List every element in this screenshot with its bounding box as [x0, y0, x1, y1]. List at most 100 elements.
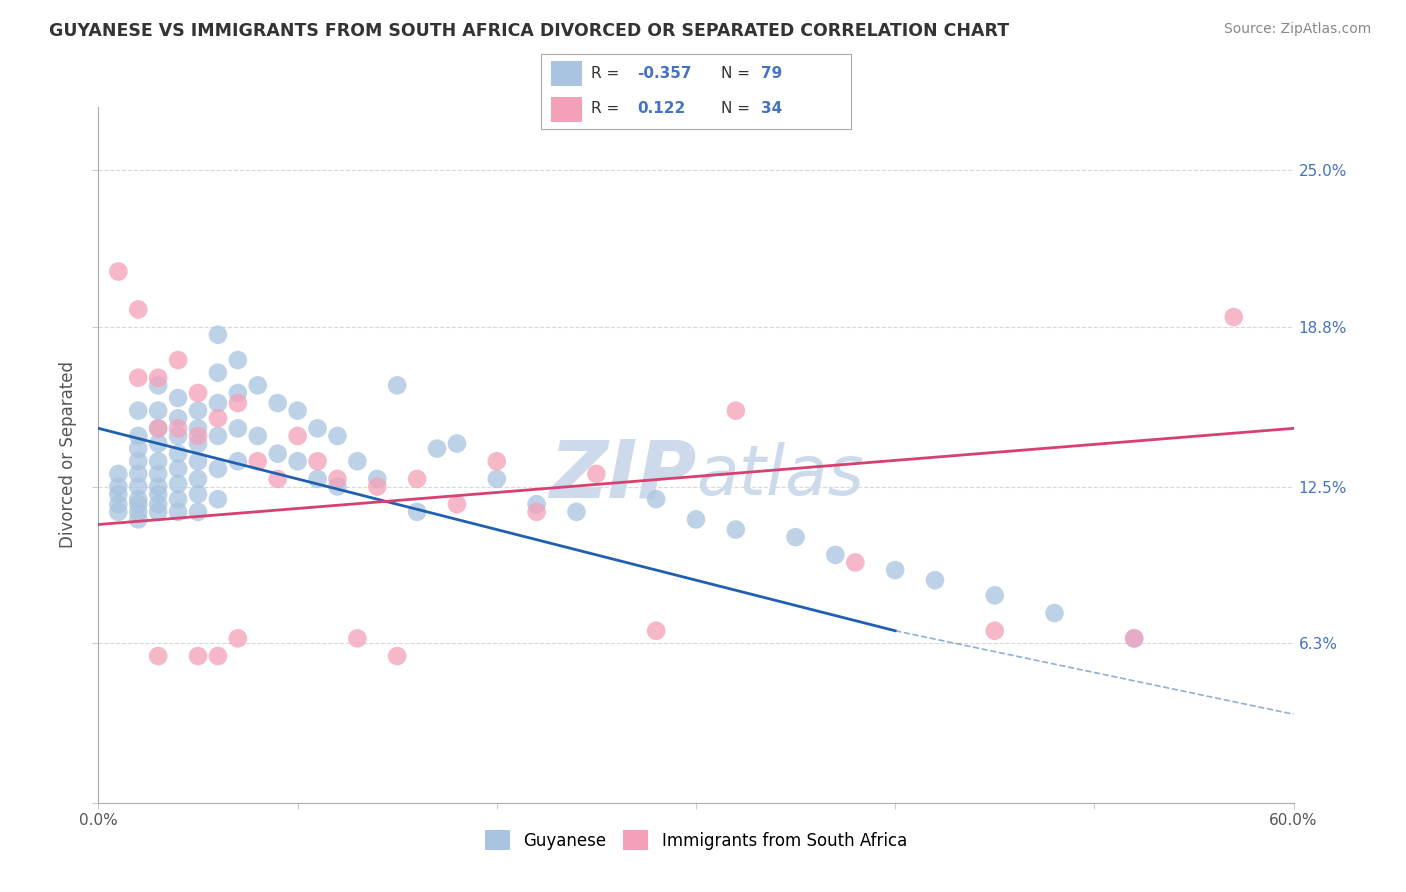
Point — [645, 624, 668, 638]
Point — [326, 429, 349, 443]
Bar — [551, 62, 582, 87]
Text: GUYANESE VS IMMIGRANTS FROM SOUTH AFRICA DIVORCED OR SEPARATED CORRELATION CHART: GUYANESE VS IMMIGRANTS FROM SOUTH AFRICA… — [49, 22, 1010, 40]
Point — [187, 429, 209, 443]
Point — [585, 467, 607, 481]
Point — [406, 472, 429, 486]
Point — [526, 497, 548, 511]
Point — [187, 487, 209, 501]
Point — [187, 472, 209, 486]
Point — [187, 436, 209, 450]
Text: R =: R = — [591, 102, 619, 116]
Point — [148, 421, 170, 435]
Point — [685, 512, 707, 526]
Point — [148, 648, 170, 663]
Point — [1043, 606, 1066, 620]
Point — [148, 479, 170, 493]
Point — [924, 573, 946, 587]
Point — [107, 497, 129, 511]
Point — [127, 370, 149, 384]
Point — [127, 454, 149, 468]
Text: 79: 79 — [761, 66, 782, 81]
Point — [148, 487, 170, 501]
Point — [366, 472, 388, 486]
Point — [485, 472, 508, 486]
Point — [226, 632, 249, 646]
Text: R =: R = — [591, 66, 619, 81]
Point — [107, 467, 129, 481]
Point — [287, 403, 309, 417]
Point — [107, 487, 129, 501]
Point — [984, 588, 1007, 602]
Point — [844, 556, 866, 570]
Y-axis label: Divorced or Separated: Divorced or Separated — [59, 361, 77, 549]
Point — [207, 411, 229, 425]
Point — [167, 492, 190, 507]
Point — [326, 479, 349, 493]
Text: atlas: atlas — [696, 442, 863, 509]
Point — [1223, 310, 1246, 324]
Point — [267, 447, 290, 461]
Point — [485, 454, 508, 468]
Point — [107, 264, 129, 278]
Bar — [551, 96, 582, 122]
Point — [127, 429, 149, 443]
Point — [385, 378, 409, 392]
Text: N =: N = — [721, 66, 749, 81]
Point — [187, 505, 209, 519]
Point — [246, 454, 269, 468]
Point — [226, 386, 249, 401]
Point — [148, 467, 170, 481]
Point — [148, 421, 170, 435]
Legend: Guyanese, Immigrants from South Africa: Guyanese, Immigrants from South Africa — [478, 823, 914, 857]
Point — [148, 497, 170, 511]
Point — [1123, 632, 1146, 646]
Point — [167, 505, 190, 519]
Point — [426, 442, 449, 456]
Point — [148, 403, 170, 417]
Text: 0.122: 0.122 — [637, 102, 686, 116]
Point — [127, 479, 149, 493]
Point — [107, 505, 129, 519]
Point — [187, 386, 209, 401]
Point — [326, 472, 349, 486]
Point — [366, 479, 388, 493]
Point — [187, 648, 209, 663]
Point — [167, 391, 190, 405]
Point — [226, 396, 249, 410]
Point — [167, 447, 190, 461]
Point — [565, 505, 588, 519]
Point — [246, 378, 269, 392]
Point — [127, 467, 149, 481]
Point — [127, 403, 149, 417]
Point — [267, 396, 290, 410]
Point — [406, 505, 429, 519]
Point — [645, 492, 668, 507]
Point — [127, 302, 149, 317]
Text: -0.357: -0.357 — [637, 66, 692, 81]
Point — [246, 429, 269, 443]
Point — [226, 353, 249, 368]
Point — [127, 442, 149, 456]
Point — [148, 436, 170, 450]
Point — [148, 378, 170, 392]
Point — [307, 472, 329, 486]
Point — [207, 492, 229, 507]
Point — [724, 403, 747, 417]
Point — [346, 454, 368, 468]
Point — [167, 462, 190, 476]
Point — [127, 497, 149, 511]
Point — [1123, 632, 1146, 646]
Text: 34: 34 — [761, 102, 782, 116]
Point — [824, 548, 846, 562]
Point — [167, 421, 190, 435]
Point — [346, 632, 368, 646]
Point — [226, 421, 249, 435]
Point — [446, 436, 468, 450]
Point — [724, 523, 747, 537]
Point — [207, 366, 229, 380]
Point — [526, 505, 548, 519]
Point — [207, 648, 229, 663]
Point — [187, 421, 209, 435]
Point — [226, 454, 249, 468]
Point — [167, 477, 190, 491]
